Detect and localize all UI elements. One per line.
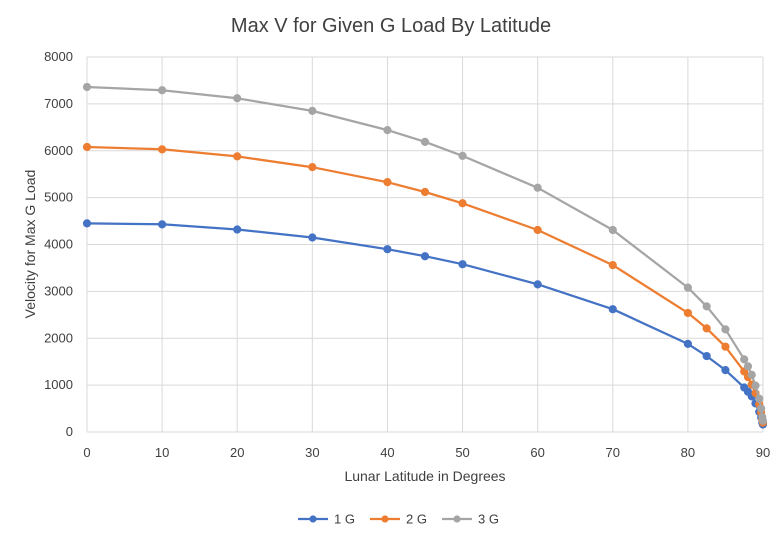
data-point [82,82,92,92]
data-point [233,94,242,103]
series [82,82,768,429]
chart-title: Max V for Given G Load By Latitude [231,15,551,37]
y-tick-label: 2000 [44,330,73,345]
data-point [458,260,467,269]
legend-item: 1 G [298,512,355,527]
data-point [721,342,730,351]
x-tick-label: 40 [380,445,394,460]
y-tick-label: 3000 [44,283,73,298]
data-point [420,252,430,261]
data-point [683,339,692,348]
data-point [458,199,467,208]
x-tick-label: 0 [83,445,90,460]
data-point [608,225,617,235]
legend-swatch-marker [309,515,317,523]
data-point [383,245,392,254]
data-point [308,106,317,116]
data-point [702,302,711,311]
data-point [702,351,711,361]
x-tick-label: 70 [606,445,620,460]
x-axis-label: Lunar Latitude in Degrees [344,468,505,484]
data-point [82,219,92,228]
x-tick-label: 30 [305,445,319,460]
legend-swatch-marker [381,515,389,523]
legend-label: 3 G [478,512,499,527]
legend-item: 3 G [442,512,499,527]
x-tick-label: 10 [155,445,169,460]
data-point [755,394,764,403]
series-2 [82,142,768,427]
data-point [743,362,753,371]
series-1 [82,219,768,429]
y-tick-label: 4000 [44,237,73,252]
data-point [158,220,167,229]
y-axis-ticks: 0 1000 2000 3000 4000 5000 6000 7000 8000 [44,49,73,439]
data-point [683,283,692,292]
y-tick-label: 5000 [44,190,73,205]
data-point [533,225,542,235]
data-point [420,187,430,197]
data-point [751,381,760,390]
x-tick-label: 60 [530,445,544,460]
data-point [308,163,317,172]
data-point [82,142,92,152]
data-point [683,308,692,318]
legend-label: 2 G [406,512,427,527]
data-point [608,305,617,314]
y-tick-label: 7000 [44,96,73,111]
data-point [233,225,242,234]
legend-item: 2 G [370,512,427,527]
x-axis-ticks: 0 10 20 30 40 50 60 70 80 90 [83,445,770,460]
x-tick-label: 90 [756,445,770,460]
data-point [721,325,730,334]
data-point [383,178,392,187]
x-tick-label: 20 [230,445,244,460]
y-tick-label: 1000 [44,377,73,392]
data-point [740,355,749,364]
data-point [383,126,392,135]
data-point [758,416,768,425]
data-point [420,137,430,146]
gridlines [86,56,764,433]
data-point [458,151,467,161]
legend: 1 G 2 G 3 G [298,512,499,527]
series-3 [82,82,768,425]
data-point [747,370,756,379]
y-tick-label: 0 [66,424,73,439]
data-point [533,183,542,192]
legend-label: 1 G [334,512,355,527]
data-point [233,152,242,161]
data-point [757,404,766,413]
data-point [158,86,167,95]
legend-swatch-marker [453,515,461,523]
y-tick-label: 6000 [44,143,73,158]
data-point [308,233,317,242]
x-tick-label: 80 [681,445,695,460]
data-point [721,366,730,375]
data-point [533,280,542,289]
data-point [702,324,711,333]
y-axis-label: Velocity for Max G Load [22,170,38,319]
y-tick-label: 8000 [44,49,73,64]
data-point [158,145,167,154]
x-tick-label: 50 [455,445,469,460]
data-point [608,261,617,270]
